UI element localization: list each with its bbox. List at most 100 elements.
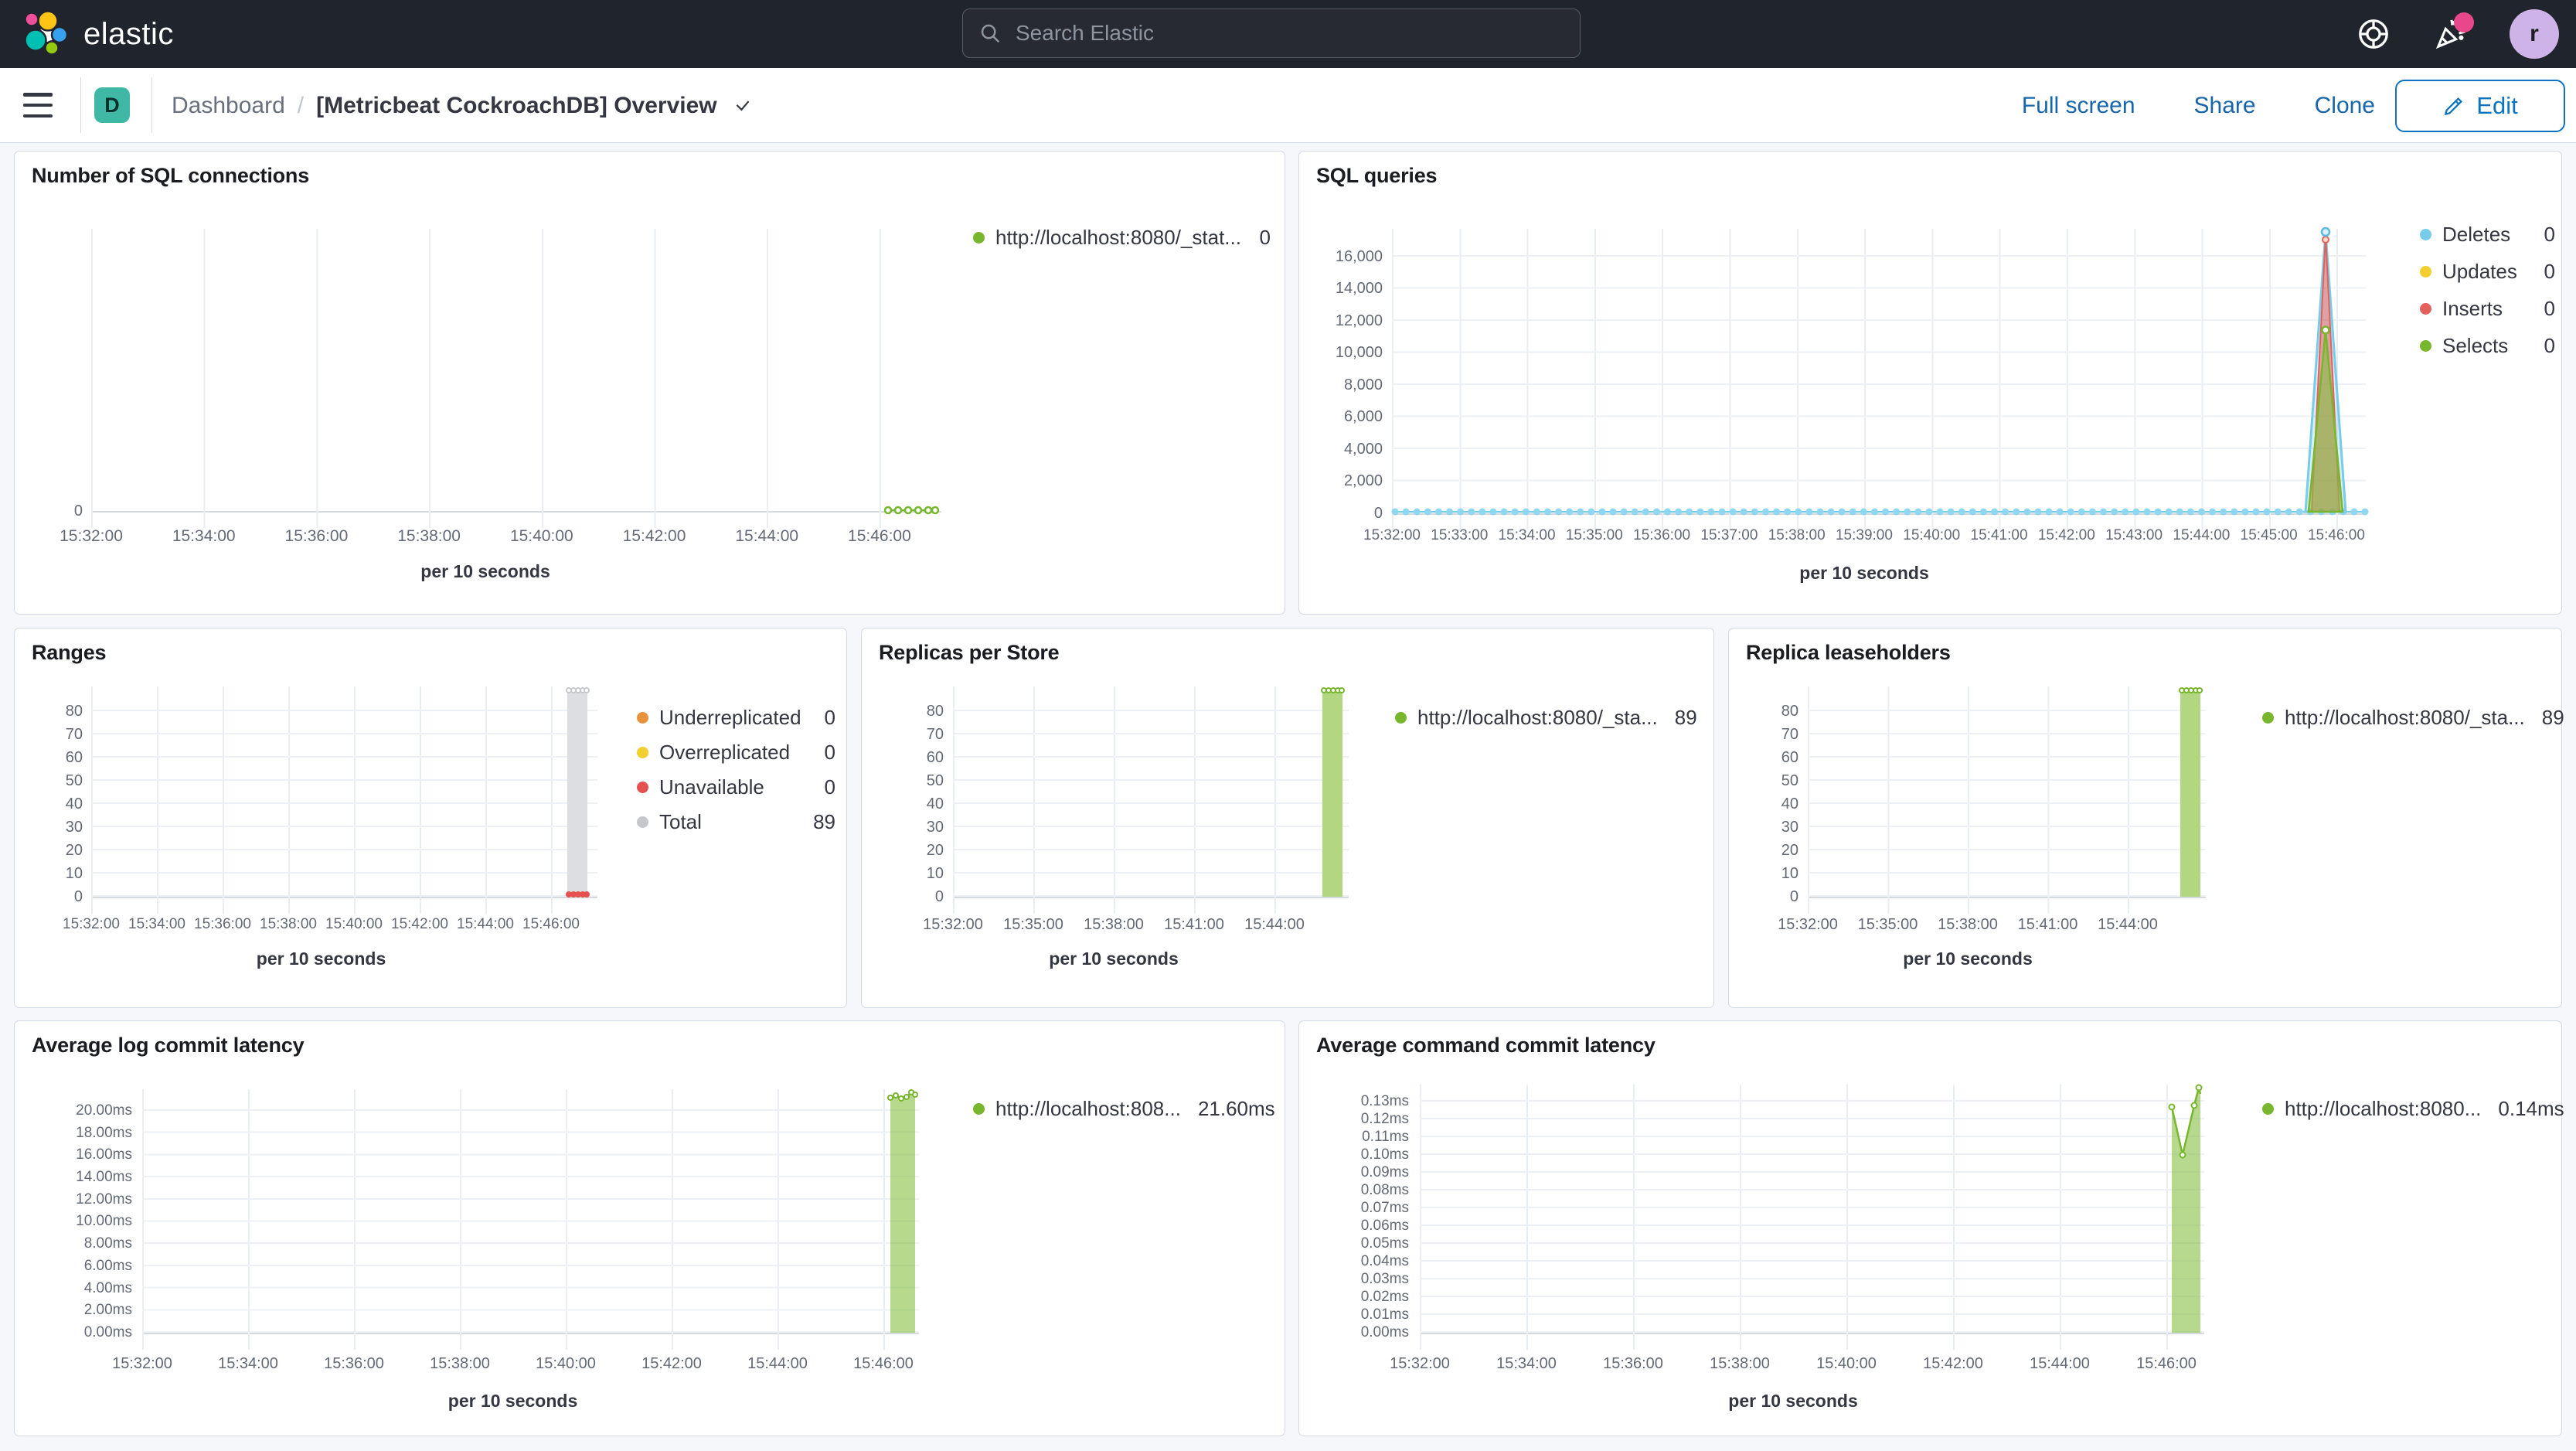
brand-name: elastic bbox=[83, 16, 174, 51]
legend-label: Deletes bbox=[2442, 223, 2511, 246]
legend-value: 0 bbox=[1259, 226, 1271, 249]
gridlines bbox=[142, 1109, 919, 1333]
plot-area[interactable] bbox=[142, 1089, 919, 1350]
x-axis-title: per 10 seconds bbox=[1728, 1391, 1858, 1411]
panel-title: Ranges bbox=[32, 641, 107, 664]
pencil-icon bbox=[2445, 97, 2463, 116]
elastic-logo[interactable]: elastic bbox=[22, 9, 174, 59]
edit-button[interactable]: Edit bbox=[2395, 80, 2565, 132]
legend-item[interactable]: Updates 0 bbox=[2420, 260, 2555, 284]
panel-avg-log-commit-latency: Average log commit latency 20.00ms 18.00m… bbox=[14, 1020, 1285, 1436]
x-axis-title: per 10 seconds bbox=[256, 949, 386, 969]
line-series bbox=[883, 506, 940, 515]
edit-button-label: Edit bbox=[2476, 92, 2518, 119]
legend-item[interactable]: Deletes 0 bbox=[2420, 223, 2555, 247]
panel-sql-queries: SQL queries 16,000 14,000 12,000 10,000 8,00… bbox=[1298, 151, 2562, 615]
plot-area[interactable] bbox=[91, 686, 597, 914]
legend-item[interactable]: http://localhost:808... 21.60ms bbox=[973, 1097, 1275, 1121]
legend-item[interactable]: Underreplicated 0 bbox=[637, 706, 835, 730]
legend-value: 0 bbox=[824, 706, 835, 729]
y-axis: 80 70 60 50 40 30 20 10 0 bbox=[1781, 702, 1798, 905]
plot-area[interactable] bbox=[1808, 686, 2206, 914]
legend-item[interactable]: http://localhost:8080/_sta... 89 bbox=[2262, 706, 2564, 730]
panel-title: SQL queries bbox=[1316, 164, 1438, 187]
space-switcher[interactable]: D bbox=[94, 87, 130, 123]
panel-avg-command-commit-latency: Average command commit latency 0.13ms 0.1… bbox=[1298, 1020, 2564, 1436]
elastic-logo-icon bbox=[24, 10, 69, 56]
legend-label: Total bbox=[659, 810, 702, 833]
chevron-down-icon bbox=[736, 100, 750, 111]
legend-value: 21.60ms bbox=[1197, 1097, 1275, 1120]
dashboard-actions: Full screen Share Clone bbox=[2022, 68, 2375, 143]
news-button[interactable] bbox=[2432, 12, 2474, 53]
gridlines bbox=[91, 229, 941, 528]
x-axis: 15:32:00 15:33:00 15:34:00 15:35:00 15:36:00… bbox=[1363, 527, 2365, 543]
legend-item[interactable]: http://localhost:8080... 0.14ms bbox=[2262, 1097, 2564, 1121]
area-series bbox=[2168, 1084, 2203, 1333]
panel-ranges: Ranges 80 70 60 50 40 30 20 10 0 15:32:00 15:34:0… bbox=[14, 628, 847, 1008]
legend-value: 89 bbox=[1674, 706, 1697, 729]
legend-item[interactable]: http://localhost:8080/_stat... 0 bbox=[973, 226, 1271, 250]
legend-dot-icon bbox=[2420, 340, 2431, 352]
legend-value: 0.14ms bbox=[2498, 1097, 2564, 1120]
y-axis: 0.13ms 0.12ms 0.11ms 0.10ms 0.09ms 0.08ms 0.07… bbox=[1360, 1093, 1409, 1340]
breadcrumb-separator: / bbox=[297, 92, 305, 118]
legend-value: 0 bbox=[824, 741, 835, 764]
gridlines bbox=[1420, 1100, 2204, 1333]
avatar-initial: r bbox=[2530, 21, 2539, 46]
y-axis: 16,000 14,000 12,000 10,000 8,000 6,000 4,000 2… bbox=[1335, 247, 1383, 522]
x-axis-title: per 10 seconds bbox=[1799, 563, 1929, 583]
bar-series bbox=[1321, 687, 1345, 897]
legend-dot-icon bbox=[973, 1103, 985, 1115]
legend-dot-icon bbox=[2420, 266, 2431, 278]
plot-area[interactable] bbox=[1420, 1084, 2204, 1350]
plot-area[interactable] bbox=[1391, 227, 2370, 530]
panel-title: Average log commit latency bbox=[32, 1034, 305, 1057]
breadcrumb: Dashboard / [Metricbeat CockroachDB] Ove… bbox=[172, 68, 753, 143]
panel-title: Average command commit latency bbox=[1316, 1034, 1656, 1057]
bar-series bbox=[2179, 687, 2203, 897]
top-nav: elastic r bbox=[0, 0, 2576, 68]
legend-dot-icon bbox=[2420, 229, 2431, 240]
plot-area[interactable] bbox=[953, 686, 1349, 914]
legend-item[interactable]: Selects 0 bbox=[2420, 334, 2555, 358]
plot-area[interactable] bbox=[91, 229, 941, 528]
help-button[interactable] bbox=[2355, 15, 2392, 53]
legend-item[interactable]: Overreplicated 0 bbox=[637, 741, 835, 765]
chart-legend: http://localhost:8080... 0.14ms bbox=[2262, 1097, 2564, 1121]
legend-label: Updates bbox=[2442, 260, 2517, 283]
legend-label: Underreplicated bbox=[659, 706, 801, 729]
legend-item[interactable]: Inserts 0 bbox=[2420, 297, 2555, 321]
bar-series bbox=[566, 687, 590, 898]
breadcrumb-dashboard[interactable]: Dashboard bbox=[172, 92, 285, 118]
clone-button[interactable]: Clone bbox=[2314, 92, 2375, 118]
chart-legend: Underreplicated 0 Overreplicated 0 Unavailab… bbox=[637, 706, 835, 834]
legend-label: Unavailable bbox=[659, 775, 764, 799]
legend-item[interactable]: http://localhost:8080/_sta... 89 bbox=[1395, 706, 1697, 730]
full-screen-button[interactable]: Full screen bbox=[2021, 92, 2135, 118]
legend-dot-icon bbox=[2262, 1103, 2274, 1115]
legend-label: Inserts bbox=[2442, 297, 2503, 320]
share-button[interactable]: Share bbox=[2193, 92, 2256, 118]
area-series bbox=[1391, 227, 2370, 516]
chart-legend: http://localhost:8080/_stat... 0 bbox=[973, 226, 1271, 250]
legend-value: 89 bbox=[2541, 706, 2564, 729]
user-avatar[interactable]: r bbox=[2510, 9, 2559, 59]
y-axis: 80 70 60 50 40 30 20 10 0 bbox=[65, 702, 83, 905]
title-caret-button[interactable] bbox=[733, 96, 753, 116]
help-icon bbox=[2359, 19, 2388, 49]
notification-badge bbox=[2454, 12, 2474, 32]
legend-dot-icon bbox=[973, 232, 985, 244]
menu-button[interactable] bbox=[23, 88, 53, 122]
legend-dot-icon bbox=[637, 782, 648, 793]
legend-item[interactable]: Unavailable 0 bbox=[637, 775, 835, 799]
search-input[interactable] bbox=[1014, 20, 1564, 46]
legend-dot-icon bbox=[1395, 712, 1407, 724]
x-axis: 15:32:00 15:34:00 15:36:00 15:38:00 15:40:00… bbox=[60, 527, 911, 545]
legend-item[interactable]: Total 89 bbox=[637, 810, 835, 834]
global-search[interactable] bbox=[962, 9, 1581, 58]
x-axis: 15:32:00 15:34:00 15:36:00 15:38:00 15:40:00… bbox=[63, 916, 580, 932]
legend-label: http://localhost:8080/_sta... bbox=[2285, 706, 2525, 729]
space-initial: D bbox=[104, 93, 120, 117]
gridlines bbox=[1808, 710, 2206, 897]
